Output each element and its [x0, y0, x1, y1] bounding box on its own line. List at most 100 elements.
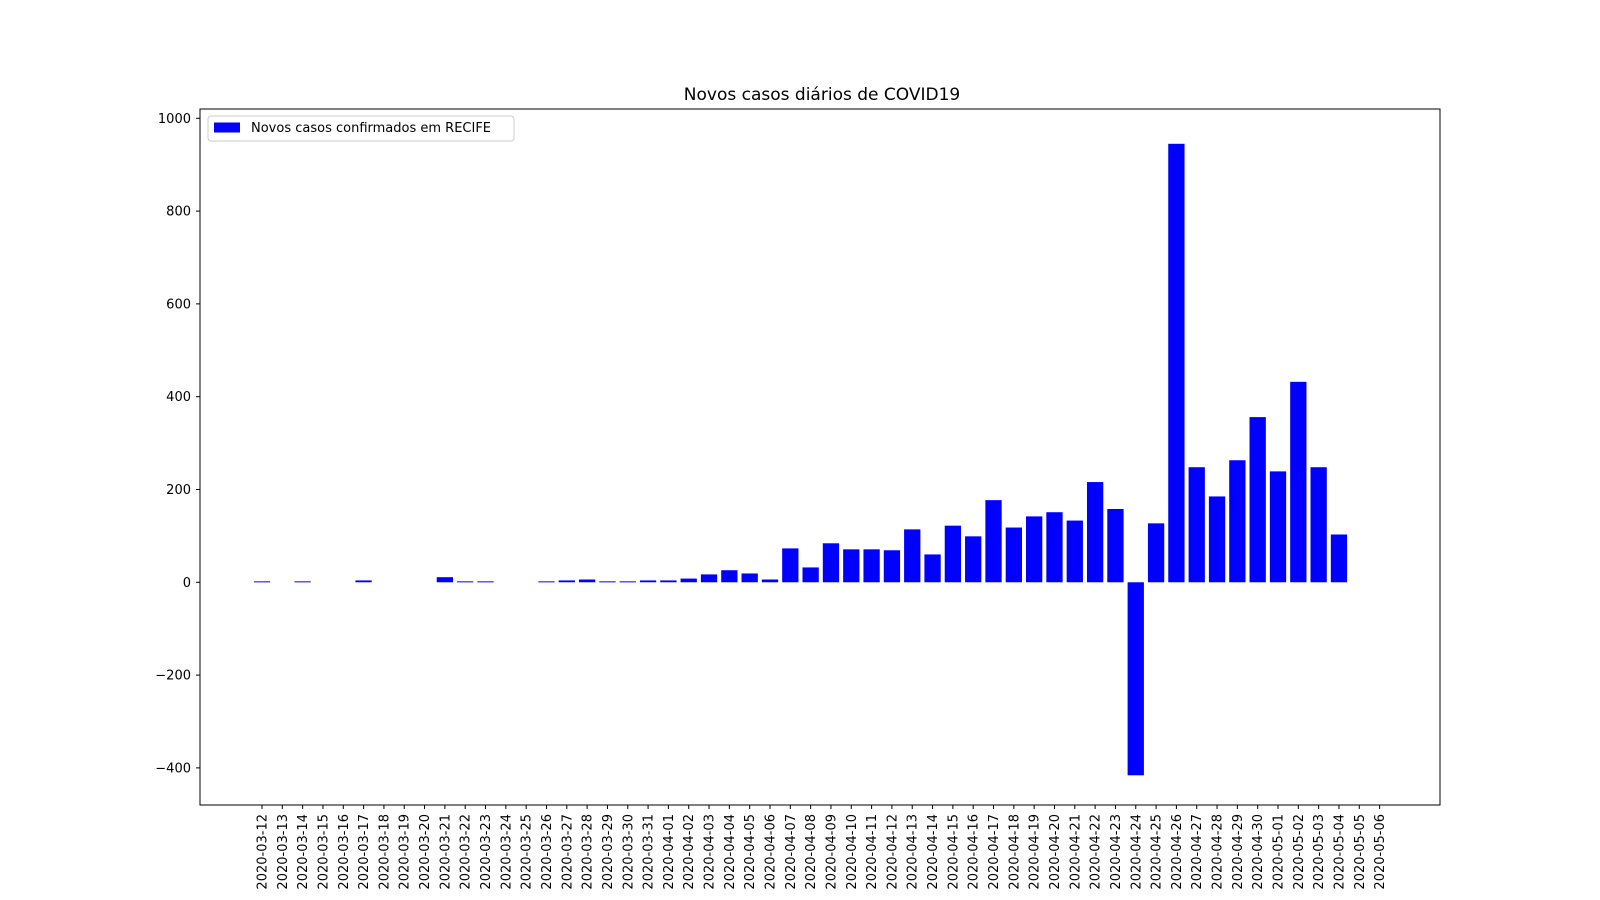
x-tick-label: 2020-04-09: [824, 814, 839, 890]
x-tick-label: 2020-04-13: [906, 814, 921, 890]
bar-2020-04-02: [680, 578, 697, 583]
x-tick-label: 2020-05-06: [1373, 814, 1388, 890]
bar-2020-04-23: [1107, 508, 1124, 583]
x-tick-label: 2020-04-29: [1231, 814, 1246, 890]
bar-2020-03-27: [558, 580, 575, 583]
bar-2020-04-20: [1046, 512, 1063, 583]
bar-2020-04-08: [802, 567, 819, 583]
x-tick-label: 2020-04-16: [967, 814, 982, 890]
x-tick-label: 2020-04-01: [662, 814, 677, 890]
bar-2020-03-23: [477, 581, 494, 583]
x-tick-label: 2020-04-06: [764, 814, 779, 890]
chart-title: Novos casos diários de COVID19: [684, 85, 960, 105]
x-tick-label: 2020-03-20: [418, 814, 433, 890]
bar-2020-03-30: [619, 581, 636, 583]
x-tick-label: 2020-03-22: [459, 814, 474, 890]
x-tick-label: 2020-04-25: [1150, 814, 1165, 890]
x-tick-label: 2020-04-15: [946, 814, 961, 890]
bar-2020-04-16: [965, 536, 982, 583]
y-tick-label: 800: [166, 205, 191, 220]
x-tick-label: 2020-03-27: [560, 814, 575, 890]
x-tick-label: 2020-03-15: [316, 814, 331, 890]
bar-2020-04-24: [1127, 582, 1144, 776]
bar-2020-04-15: [944, 525, 962, 583]
x-tick-label: 2020-04-03: [703, 814, 718, 890]
bar-2020-04-14: [924, 554, 941, 583]
x-tick-label: 2020-05-01: [1272, 814, 1287, 890]
x-tick-label: 2020-04-23: [1109, 814, 1124, 890]
x-tick-label: 2020-04-14: [926, 814, 941, 890]
x-axis: 2020-03-12 2020-03-13 2020-03-14 2020-03-15…: [256, 805, 1388, 890]
bar-2020-04-29: [1229, 460, 1246, 583]
x-tick-label: 2020-05-05: [1353, 814, 1368, 890]
legend-box: [207, 115, 515, 142]
bar-2020-04-18: [1005, 527, 1022, 583]
y-tick-label: −400: [155, 761, 191, 776]
y-axis: −400 −200 0 200 400 600 800 1000: [155, 112, 200, 776]
bar-2020-04-10: [843, 549, 860, 583]
bar-2020-03-29: [599, 581, 616, 583]
x-tick-label: 2020-04-04: [723, 814, 738, 890]
x-tick-label: 2020-05-03: [1312, 814, 1327, 890]
bar-2020-04-01: [660, 580, 677, 583]
x-tick-label: 2020-03-29: [601, 814, 616, 890]
x-tick-label: 2020-04-02: [682, 814, 697, 890]
bar-2020-04-22: [1086, 482, 1104, 583]
x-tick-label: 2020-03-13: [276, 814, 291, 890]
x-tick-label: 2020-04-22: [1089, 814, 1104, 890]
x-tick-label: 2020-03-24: [499, 814, 514, 890]
x-tick-label: 2020-03-31: [642, 814, 657, 890]
x-tick-label: 2020-04-12: [885, 814, 900, 890]
x-tick-label: 2020-03-25: [520, 814, 535, 890]
bar-2020-04-09: [822, 543, 840, 583]
bar-2020-04-06: [761, 579, 779, 583]
x-tick-label: 2020-05-02: [1292, 814, 1307, 890]
x-tick-label: 2020-04-08: [804, 814, 819, 890]
x-tick-label: 2020-04-18: [1007, 814, 1022, 890]
x-tick-label: 2020-05-04: [1332, 814, 1347, 890]
bar-2020-04-25: [1147, 523, 1165, 583]
y-tick-label: −200: [155, 669, 191, 684]
x-tick-label: 2020-03-19: [398, 814, 413, 890]
bar-2020-04-21: [1066, 520, 1083, 583]
y-tick-label: 400: [166, 390, 191, 405]
legend: Novos casos confirmados em RECIFE: [207, 115, 515, 142]
y-tick-label: 1000: [158, 112, 191, 127]
x-tick-label: 2020-04-19: [1028, 814, 1043, 890]
x-tick-label: 2020-04-10: [845, 814, 860, 890]
x-tick-label: 2020-04-20: [1048, 814, 1063, 890]
bar-2020-03-12: [253, 581, 271, 583]
bar-2020-04-27: [1188, 467, 1205, 583]
plot-frame: [199, 108, 1441, 806]
bar-2020-04-05: [741, 573, 758, 583]
x-tick-label: 2020-03-21: [438, 814, 453, 890]
bar-2020-04-12: [883, 550, 901, 583]
x-tick-label: 2020-03-18: [377, 814, 392, 890]
x-tick-label: 2020-04-30: [1251, 814, 1266, 890]
bars-layer: [253, 143, 1348, 776]
bar-2020-04-19: [1026, 516, 1043, 583]
bar-2020-04-04: [721, 570, 738, 583]
x-tick-label: 2020-03-14: [296, 814, 311, 890]
x-tick-label: 2020-04-11: [865, 814, 880, 890]
bar-2020-03-31: [639, 580, 657, 583]
x-tick-label: 2020-04-28: [1211, 814, 1226, 890]
bar-2020-04-28: [1208, 496, 1226, 583]
bar-2020-04-13: [904, 529, 921, 583]
bar-2020-04-07: [782, 548, 799, 583]
x-tick-label: 2020-03-28: [581, 814, 596, 890]
y-tick-label: 0: [183, 576, 191, 591]
bar-2020-04-11: [863, 549, 880, 583]
bar-2020-04-30: [1249, 417, 1266, 583]
x-tick-label: 2020-04-07: [784, 814, 799, 890]
bar-2020-04-03: [700, 574, 718, 583]
bar-2020-03-22: [457, 581, 474, 583]
x-tick-label: 2020-04-27: [1190, 814, 1205, 890]
legend-label: Novos casos confirmados em RECIFE: [251, 121, 491, 136]
x-tick-label: 2020-04-26: [1170, 814, 1185, 890]
bar-2020-05-04: [1330, 534, 1348, 583]
x-tick-label: 2020-04-21: [1068, 814, 1083, 890]
x-tick-label: 2020-03-23: [479, 814, 494, 890]
x-tick-label: 2020-04-05: [743, 814, 758, 890]
